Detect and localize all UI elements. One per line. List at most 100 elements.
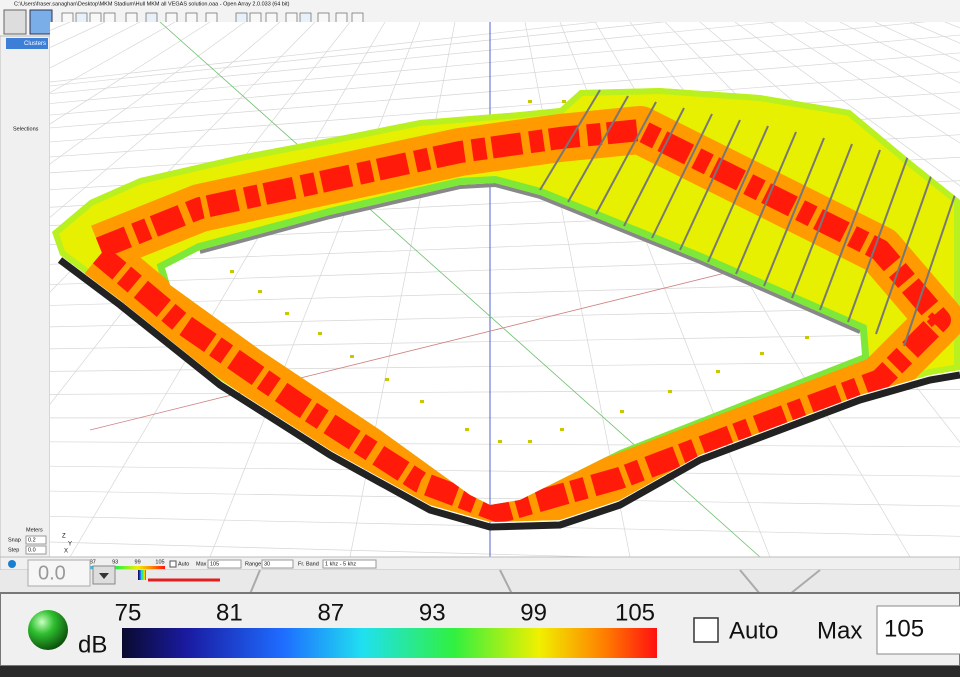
tool-button[interactable] <box>235 12 248 24</box>
grid-line-h <box>50 490 960 507</box>
tool-button[interactable] <box>335 12 348 24</box>
section-divider <box>875 161 937 335</box>
stand-wall <box>57 257 960 531</box>
axis-gizmo: Z Y X <box>62 534 72 555</box>
clusters-tab[interactable] <box>6 38 48 49</box>
speaker-marker <box>716 370 720 373</box>
tool-button[interactable] <box>299 12 312 24</box>
zoom-top <box>0 570 960 594</box>
speaker-marker <box>230 270 234 273</box>
scale-label: 105 <box>155 559 164 565</box>
tool-button[interactable] <box>185 12 198 24</box>
status-max-label: Max <box>196 561 207 567</box>
speaker-marker <box>528 100 532 103</box>
tool-button[interactable] <box>205 12 218 24</box>
tool-button[interactable] <box>317 12 330 24</box>
section-divider <box>539 89 601 191</box>
scale-label: 81 <box>216 599 243 626</box>
zoom-scale: 75 81 87 93 99 105 <box>115 599 655 626</box>
status-max-value: 105 <box>210 561 219 567</box>
grid-line-v <box>50 22 316 293</box>
tool-button[interactable] <box>285 12 298 24</box>
zoom-max-label: Max <box>817 617 862 644</box>
section-divider <box>707 125 769 263</box>
scale-label: 99 <box>135 559 141 565</box>
grid-line-v <box>209 22 421 557</box>
grid-line-h <box>50 52 960 129</box>
grid-line-h <box>50 22 928 104</box>
speaker-marker <box>528 440 532 443</box>
tool-button[interactable] <box>249 12 262 24</box>
status-band-label: Fr. Band <box>298 561 319 567</box>
snap-input[interactable] <box>25 535 47 545</box>
status-range-value: 30 <box>264 561 270 567</box>
zoom-partial-input <box>27 559 91 587</box>
grid-line-v <box>50 22 246 165</box>
tool-button[interactable] <box>61 12 74 24</box>
section-divider <box>791 143 853 299</box>
tool-button[interactable] <box>89 12 102 24</box>
scale-label: 93 <box>112 559 118 565</box>
viewport[interactable] <box>0 0 960 567</box>
section-divider <box>735 131 797 275</box>
window-title: C:\Users\fraser.sanaghan\Desktop\MKM Sta… <box>14 1 290 7</box>
step-value: 0.0 <box>28 547 36 553</box>
speaker-marker <box>420 400 424 403</box>
stadium-map <box>52 88 960 531</box>
status-max-input[interactable] <box>207 559 242 569</box>
tool-cubes <box>29 9 53 35</box>
speaker-marker <box>560 428 564 431</box>
status-auto-check[interactable] <box>169 560 177 568</box>
tool-button[interactable] <box>145 12 158 24</box>
speaker-marker <box>465 428 469 431</box>
scale-label: 99 <box>520 599 547 626</box>
inner-wall <box>199 182 861 334</box>
speaker-marker <box>258 290 262 293</box>
speaker-marker <box>760 352 764 355</box>
tool-button[interactable] <box>351 12 364 24</box>
coverage-red <box>92 119 951 522</box>
section-divider <box>567 95 629 203</box>
tool-button[interactable] <box>75 12 88 24</box>
grid-line-h <box>50 541 609 557</box>
speaker-marker <box>562 100 566 103</box>
sidebar <box>0 35 51 558</box>
grid-line-v <box>50 22 211 125</box>
speaker-marker <box>318 332 322 335</box>
zoom-auto-check[interactable] <box>693 617 719 643</box>
gizmo-x: X <box>64 549 68 555</box>
clusters-label: Clusters <box>24 41 46 47</box>
scale-label: 75 <box>115 599 142 626</box>
speaker-marker <box>668 390 672 393</box>
grid-line-v <box>69 22 386 557</box>
coverage <box>52 88 960 522</box>
bottom-strip <box>0 666 960 677</box>
zoom-max-input[interactable] <box>876 605 960 655</box>
section-divider <box>819 149 881 311</box>
status-band-select[interactable] <box>322 559 377 569</box>
snap-value: 0.2 <box>28 537 36 543</box>
tool-button[interactable] <box>103 12 116 24</box>
section-divider <box>847 155 909 323</box>
speaker-marker <box>385 378 389 381</box>
status-range-label: Range <box>245 561 261 567</box>
section-divider <box>651 113 713 239</box>
step-input[interactable] <box>25 545 47 555</box>
scale-label: 105 <box>615 599 655 626</box>
speaker-marker <box>498 440 502 443</box>
zoom-colorbar <box>122 628 657 658</box>
status-band-value: 1 khz - 5 khz <box>325 561 356 567</box>
grid-line-h <box>50 71 960 143</box>
tool-button[interactable] <box>125 12 138 24</box>
tool-button[interactable] <box>265 12 278 24</box>
section-divider <box>679 119 741 251</box>
tool-button[interactable] <box>165 12 178 24</box>
snap-label: Snap <box>8 537 21 543</box>
tool-cube <box>3 9 27 35</box>
zoom-sphere <box>28 610 68 650</box>
grid-line-h <box>50 22 600 83</box>
status-range-input[interactable] <box>261 559 294 569</box>
gizmo-y: Y <box>68 542 72 548</box>
section-divider <box>595 101 657 215</box>
